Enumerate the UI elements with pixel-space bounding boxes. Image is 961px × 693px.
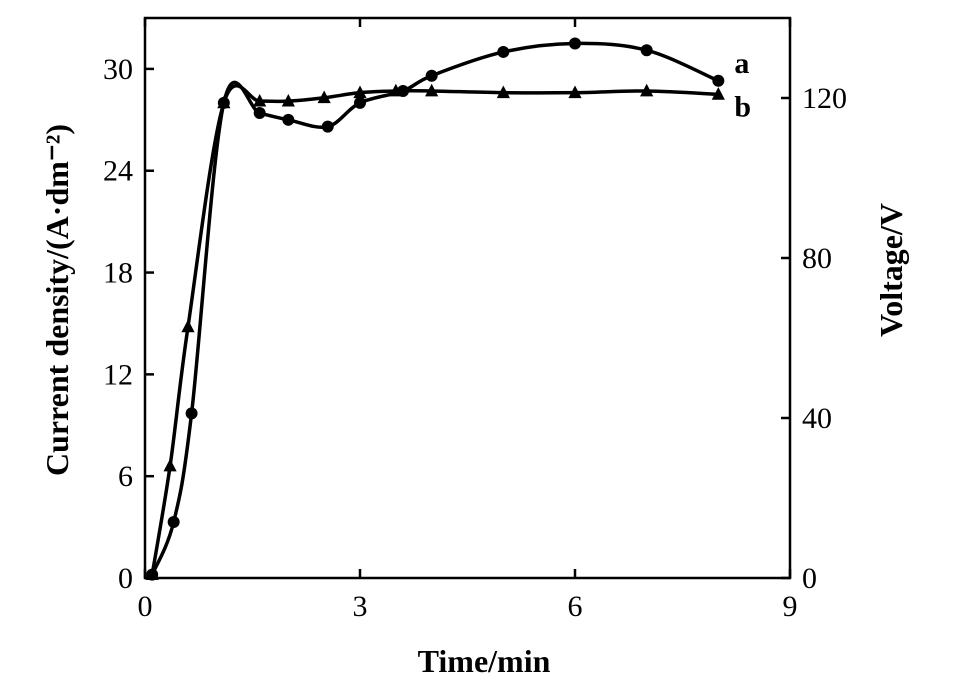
series-point-b <box>145 567 159 581</box>
y-tick-label: 12 <box>103 358 133 391</box>
y-axis-title: Current density/(A·dm⁻²) <box>39 124 75 476</box>
y2-tick-label: 0 <box>802 562 817 595</box>
series-point-a <box>253 107 266 120</box>
series-line-a <box>150 41 720 576</box>
series-line-b <box>150 84 719 575</box>
y2-tick-label: 120 <box>802 82 847 115</box>
x-tick-label: 6 <box>568 590 583 623</box>
series-point-b <box>496 85 510 99</box>
series-point-a <box>712 74 725 87</box>
series-point-b <box>217 95 231 109</box>
series-point-b <box>353 85 367 99</box>
series-point-b <box>389 83 403 97</box>
y2-axis-title: Voltage/V <box>873 203 909 337</box>
y-tick-label: 30 <box>103 53 133 86</box>
y-tick-label: 0 <box>118 562 133 595</box>
plot-border <box>143 16 792 580</box>
series-point-a <box>425 69 438 82</box>
series-point-b <box>163 458 177 472</box>
series-point-b <box>181 319 195 333</box>
x-tick-label: 3 <box>353 590 368 623</box>
x-tick-label: 0 <box>138 590 153 623</box>
y-tick-label: 18 <box>103 257 133 290</box>
series-point-b <box>281 93 295 107</box>
series-point-b <box>317 90 331 104</box>
x-tick-label: 9 <box>783 590 798 623</box>
plot-frame <box>143 16 792 580</box>
series-point-a <box>497 45 510 58</box>
series-label-a: a <box>734 47 749 80</box>
series-point-b <box>253 93 267 107</box>
series-point-a <box>640 44 653 57</box>
series-label-b: b <box>734 90 751 123</box>
y2-tick-label: 80 <box>802 242 832 275</box>
series-point-a <box>167 516 180 528</box>
series-point-a <box>354 96 366 109</box>
series-layer: ab <box>145 37 751 581</box>
series-point-b <box>640 83 654 97</box>
series-point-a <box>321 120 334 133</box>
series-point-a <box>185 407 198 420</box>
series-point-b <box>711 87 725 100</box>
y-tick-label: 24 <box>103 155 133 188</box>
y2-tick-label: 40 <box>802 402 832 435</box>
series-point-b <box>425 83 439 97</box>
series-point-b <box>568 85 582 99</box>
series-point-a <box>569 37 581 50</box>
y-tick-label: 6 <box>118 460 133 493</box>
x-axis-title: Time/min <box>418 643 551 679</box>
series-point-a <box>282 113 295 126</box>
